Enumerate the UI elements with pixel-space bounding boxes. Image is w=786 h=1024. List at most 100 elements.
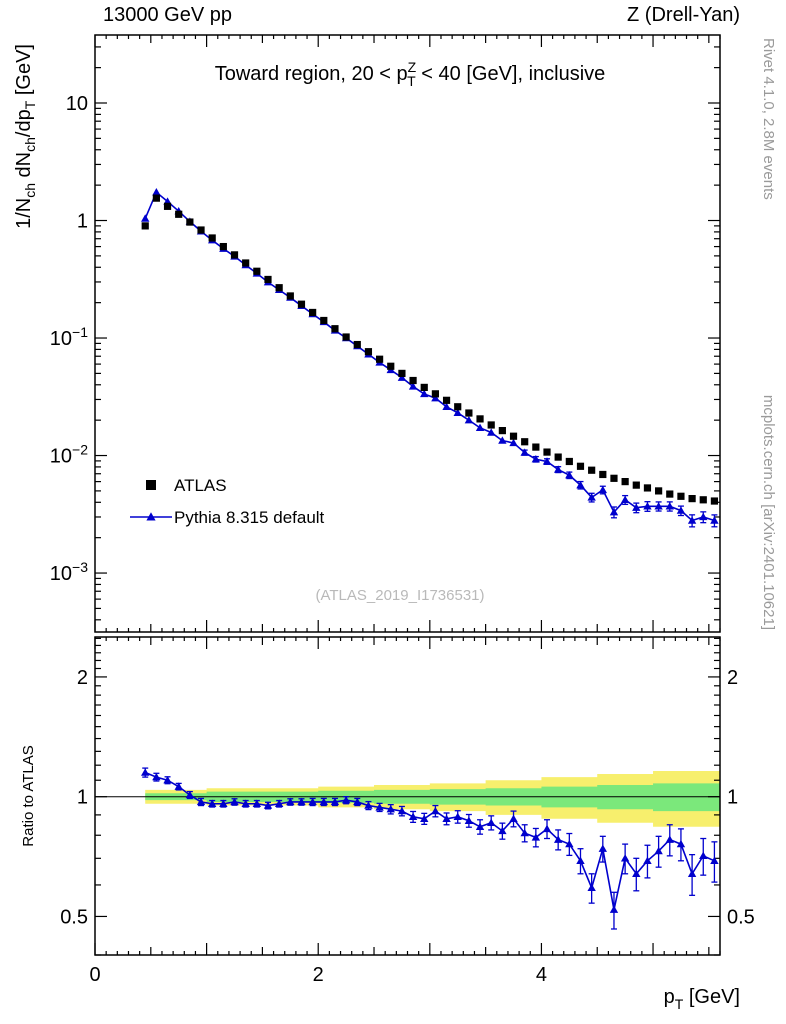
atlas-point <box>253 267 261 275</box>
pythia-point <box>141 214 150 222</box>
pythia-point <box>542 457 552 465</box>
atlas-point <box>309 308 317 317</box>
pythia-line <box>144 190 715 522</box>
legend-pythia-marker <box>146 512 156 521</box>
ratio-point <box>196 797 206 806</box>
ratio-point <box>453 812 462 821</box>
main-title: Toward region, 20 < pZ T < 40 [GeV], incl… <box>215 59 606 89</box>
ratio-frame <box>94 636 721 956</box>
atlas-point <box>476 415 484 423</box>
atlas-point <box>610 474 618 482</box>
ratio-line <box>144 771 715 910</box>
axis-tick-labels: 0 2 4 10 1 10−1 10−2 10−3 2 2 1 1 0.5 0.5 <box>50 93 755 986</box>
ratio-point <box>464 816 474 824</box>
atlas-point <box>688 495 696 503</box>
ratio-point <box>699 851 708 860</box>
atlas-point <box>498 426 506 435</box>
ratio-point <box>442 814 451 822</box>
atlas-point <box>219 242 227 251</box>
ratio-point <box>185 790 195 799</box>
ratio-point <box>375 803 384 811</box>
pythia-point <box>710 516 719 524</box>
y-tick-label: 1 <box>77 211 88 233</box>
atlas-point <box>509 432 518 440</box>
atlas-point <box>576 462 585 470</box>
ratio-point <box>420 814 429 822</box>
atlas-point <box>554 453 562 461</box>
pythia-point <box>553 465 563 473</box>
pythia-point <box>442 402 451 410</box>
atlas-point <box>420 383 428 392</box>
y-tick-label: 10−3 <box>50 559 88 585</box>
legend-atlas-marker <box>146 480 156 490</box>
pythia-series <box>141 188 719 528</box>
legend: ATLAS Pythia 8.315 default <box>130 476 325 527</box>
pythia-point <box>654 502 663 510</box>
ratio-point <box>252 799 262 807</box>
atlas-point <box>643 484 652 492</box>
ratio-point <box>710 856 719 864</box>
ratio-point <box>620 854 630 862</box>
ratio-tick-label-left: 2 <box>77 667 88 689</box>
ratio-point <box>308 797 317 806</box>
ratio-point <box>520 828 529 837</box>
main-frame <box>94 34 721 633</box>
atlas-point <box>152 194 160 202</box>
pythia-point <box>565 471 574 479</box>
atlas-point <box>465 409 473 417</box>
ratio-tick-label-left: 0.5 <box>60 906 88 928</box>
atlas-point <box>710 497 719 505</box>
ratio-point <box>509 814 518 822</box>
pythia-point <box>531 455 541 463</box>
pythia-point <box>632 503 641 511</box>
ratio-series <box>141 767 719 930</box>
atlas-point <box>186 218 194 226</box>
atlas-point <box>375 355 384 363</box>
ratio-point <box>576 856 585 864</box>
ratio-point <box>632 869 641 877</box>
pythia-point <box>676 506 686 514</box>
pythia-point <box>420 389 429 398</box>
atlas-point <box>442 396 451 404</box>
ratio-point <box>286 797 295 806</box>
ratio-tick-label-right: 0.5 <box>727 906 755 928</box>
atlas-point <box>320 316 328 325</box>
atlas-point <box>163 202 172 210</box>
atlas-point <box>387 362 395 370</box>
pythia-point <box>576 480 585 489</box>
atlas-point <box>543 448 551 456</box>
ratio-point <box>330 797 340 806</box>
pythia-point <box>699 512 708 521</box>
watermark: (ATLAS_2019_I1736531) <box>315 587 484 604</box>
header-energy: 13000 GeV pp <box>103 4 232 26</box>
ratio-point <box>587 883 596 892</box>
y-tick-label: 10 <box>66 93 88 115</box>
pythia-point <box>431 393 440 402</box>
pythia-point <box>520 448 529 456</box>
atlas-point <box>632 481 640 489</box>
pythia-point <box>609 507 619 516</box>
y-tick-label: 10−1 <box>50 324 88 350</box>
atlas-point <box>655 487 663 495</box>
atlas-series <box>141 194 719 505</box>
ratio-point <box>531 833 541 841</box>
ratio-point <box>386 805 395 813</box>
atlas-point <box>175 210 183 218</box>
atlas-point <box>487 421 495 429</box>
atlas-point <box>364 348 373 356</box>
ratio-point <box>152 772 161 781</box>
ratio-axis-label: Ratio to ATLAS <box>20 745 37 846</box>
ratio-point <box>274 799 284 807</box>
atlas-point <box>208 234 216 242</box>
ratio-point <box>353 797 362 806</box>
atlas-point <box>353 340 361 349</box>
atlas-point <box>409 376 417 385</box>
ratio-point <box>431 806 440 815</box>
ratio-point <box>565 839 574 848</box>
ratio-point <box>487 818 496 826</box>
pythia-point <box>665 502 674 510</box>
ratio-point <box>297 797 306 806</box>
atlas-point <box>621 478 629 486</box>
ratio-point <box>397 806 407 815</box>
